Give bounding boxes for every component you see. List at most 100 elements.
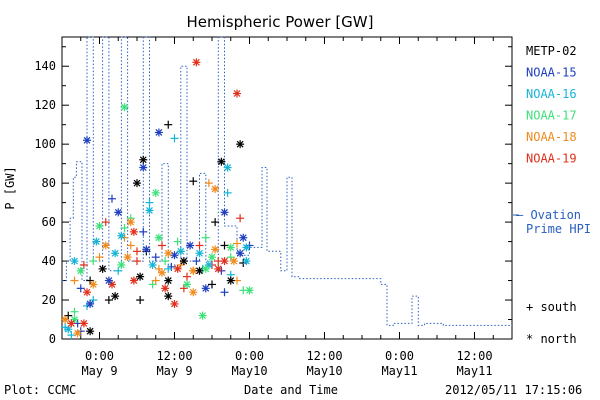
north-point-d2: [124, 253, 132, 261]
x-tick-date: May10: [306, 364, 342, 378]
south-point: [108, 194, 116, 203]
north-point-d2: [242, 257, 250, 265]
north-point-d2: [83, 288, 91, 296]
north-point: [76, 266, 85, 275]
south-point: [79, 260, 88, 269]
south-point: [67, 331, 76, 340]
north-point: [217, 157, 226, 166]
north-point: [173, 264, 182, 273]
north-point-d2: [155, 129, 163, 136]
y-tick-label: 80: [42, 176, 56, 190]
north-point: [236, 249, 245, 258]
y-tick-label: 40: [42, 254, 56, 268]
south-point: [220, 241, 229, 250]
north-point: [208, 253, 216, 262]
x-tick-time: 0:00: [385, 349, 414, 363]
north-point-d2: [224, 164, 232, 171]
north-point-d2: [133, 179, 141, 187]
north-point-d2: [114, 208, 122, 216]
ovation-legend-line1: — Ovation: [516, 208, 581, 222]
north-point-d2: [186, 242, 194, 249]
north-point-d2: [196, 249, 203, 257]
north-point-d2: [130, 228, 138, 236]
north-point-d2: [111, 292, 119, 300]
north-point-d2: [99, 265, 107, 273]
north-point: [79, 319, 88, 328]
north-point: [148, 260, 157, 269]
x-tick-time: 0:00: [85, 349, 114, 363]
north-point-d2: [108, 281, 116, 288]
plot-frame: [61, 36, 513, 340]
south-point: [233, 239, 241, 248]
south-point: [95, 253, 104, 262]
north-point: [114, 208, 123, 217]
north-point-d2: [80, 319, 88, 327]
north-point-d2: [77, 267, 85, 275]
y-axis-label: P [GW]: [3, 166, 17, 209]
x-axis-label: Date and Time: [244, 383, 338, 397]
south-point: [120, 223, 129, 232]
north-point: [111, 292, 120, 301]
north-point-d2: [174, 265, 182, 273]
north-point: [92, 237, 101, 246]
north-point-d2: [164, 277, 172, 284]
ovation-series-line: [62, 36, 512, 326]
x-tick-time: 12:00: [456, 349, 492, 363]
north-point: [223, 163, 232, 172]
legend-item-noaa-17: NOAA-17: [526, 109, 577, 123]
north-point: [61, 315, 70, 324]
south-point: [236, 214, 245, 223]
north-point: [195, 266, 204, 275]
north-point: [139, 155, 148, 164]
north-point: [154, 128, 163, 137]
ovation-layer: [62, 36, 519, 326]
north-point-d2: [158, 269, 166, 277]
north-point-d2: [71, 257, 78, 265]
south-point: [136, 296, 145, 305]
y-tick-label: 100: [34, 137, 56, 151]
y-tick-label: 20: [42, 293, 56, 307]
south-point: [151, 253, 160, 262]
north-point-d2: [164, 249, 172, 257]
north-point-d2: [139, 164, 147, 171]
north-point-d2: [130, 277, 138, 284]
north-point: [89, 280, 98, 289]
south-point: [158, 241, 166, 250]
north-point: [198, 311, 207, 320]
north-point: [70, 257, 79, 266]
south-point: [183, 272, 191, 281]
north-point-d2: [211, 185, 219, 193]
north-point-d2: [189, 267, 197, 275]
y-tick-label: 120: [34, 98, 56, 112]
north-point-d2: [180, 257, 188, 265]
legend-item-noaa-19: NOAA-19: [526, 152, 577, 166]
legend-item-noaa-15: NOAA-15: [526, 66, 577, 80]
north-point-d2: [211, 245, 219, 253]
north-point: [179, 257, 188, 266]
north-point: [214, 264, 223, 273]
north-point-d2: [121, 103, 128, 111]
south-point: [161, 257, 170, 266]
north-point-d2: [102, 242, 110, 249]
north-point: [220, 257, 229, 266]
y-tick-label: 60: [42, 215, 56, 229]
north-point: [67, 319, 76, 328]
x-tick-date: May 9: [81, 364, 117, 378]
south-point: [89, 257, 98, 266]
x-tick-time: 12:00: [306, 349, 342, 363]
north-point-d2: [246, 286, 253, 294]
north-point: [229, 257, 238, 266]
north-point-d2: [164, 292, 172, 300]
north-point: [73, 329, 82, 338]
north-point: [242, 257, 251, 266]
north-point: [201, 264, 210, 273]
north-point: [211, 184, 220, 193]
north-point-d2: [171, 300, 178, 308]
north-point: [154, 233, 163, 242]
north-point-d2: [202, 284, 210, 292]
north-point: [136, 272, 145, 281]
north-point: [186, 241, 195, 250]
x-tick-time: 12:00: [156, 349, 192, 363]
